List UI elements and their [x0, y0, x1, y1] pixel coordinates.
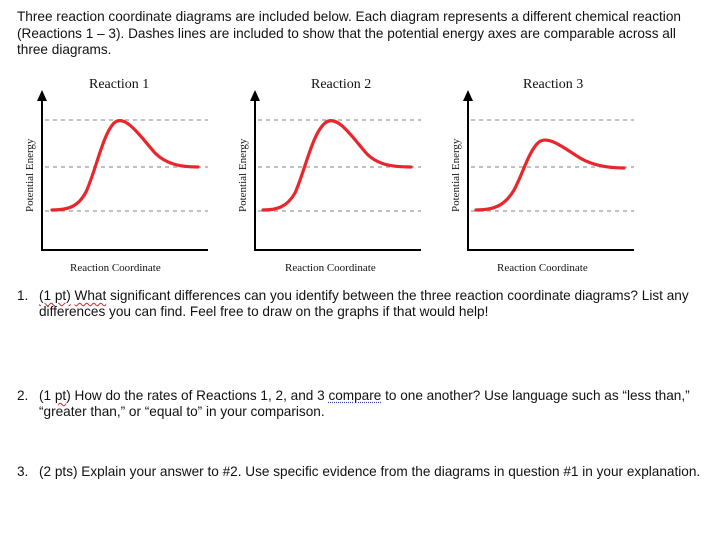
- question-text: (2 pts) Explain your answer to #2. Use s…: [39, 464, 701, 479]
- y-axis-arrow: [250, 90, 260, 101]
- x-axis-label: Reaction Coordinate: [497, 262, 588, 274]
- question-points-unit: pt: [54, 388, 67, 403]
- diagram-title: Reaction 1: [89, 77, 150, 92]
- diagram-title: Reaction 2: [311, 77, 372, 92]
- energy-curve: [474, 138, 626, 212]
- energy-plot: [250, 90, 421, 251]
- energy-plot: [37, 90, 208, 251]
- y-axis-arrow: [463, 90, 473, 101]
- question-1: 1. (1 pt) What significant differences c…: [17, 288, 707, 320]
- question-lead-word: What: [74, 288, 107, 303]
- question-2: 2. (1 pt) How do the rates of Reactions …: [17, 388, 707, 420]
- question-number: 2.: [17, 388, 29, 403]
- x-axis-label: Reaction Coordinate: [285, 262, 376, 274]
- question-keyword: compare: [328, 388, 382, 403]
- diagram-reaction-1: Reaction 1 Potential Energy Reaction Coo…: [0, 70, 213, 280]
- y-axis-arrow: [37, 90, 47, 101]
- x-axis-label: Reaction Coordinate: [70, 262, 161, 274]
- reaction-diagrams: Reaction 1 Potential Energy Reaction Coo…: [0, 70, 713, 280]
- question-points: (1 pt): [39, 288, 71, 303]
- diagram-reaction-2: Reaction 2 Potential Energy Reaction Coo…: [213, 70, 426, 280]
- diagram-title: Reaction 3: [523, 77, 584, 92]
- question-body: (1 pt) How do the rates of Reactions 1, …: [39, 388, 707, 420]
- question-points-open: (1: [39, 388, 55, 403]
- energy-curve: [50, 119, 200, 212]
- question-3: 3. (2 pts) Explain your answer to #2. Us…: [17, 464, 707, 480]
- question-text: significant differences can you identify…: [39, 288, 689, 320]
- question-text-b: to one another? Use language such as “le…: [39, 388, 690, 420]
- question-text-a: ) How do the rates of Reactions 1, 2, an…: [66, 388, 329, 403]
- question-body: (1 pt) What significant differences can …: [39, 288, 707, 320]
- energy-plot: [463, 90, 634, 251]
- question-number: 1.: [17, 288, 29, 303]
- question-number: 3.: [17, 464, 29, 479]
- diagram-reaction-3: Reaction 3 Potential Energy Reaction Coo…: [426, 70, 639, 280]
- intro-text: Three reaction coordinate diagrams are i…: [17, 9, 681, 58]
- energy-curve: [261, 119, 413, 212]
